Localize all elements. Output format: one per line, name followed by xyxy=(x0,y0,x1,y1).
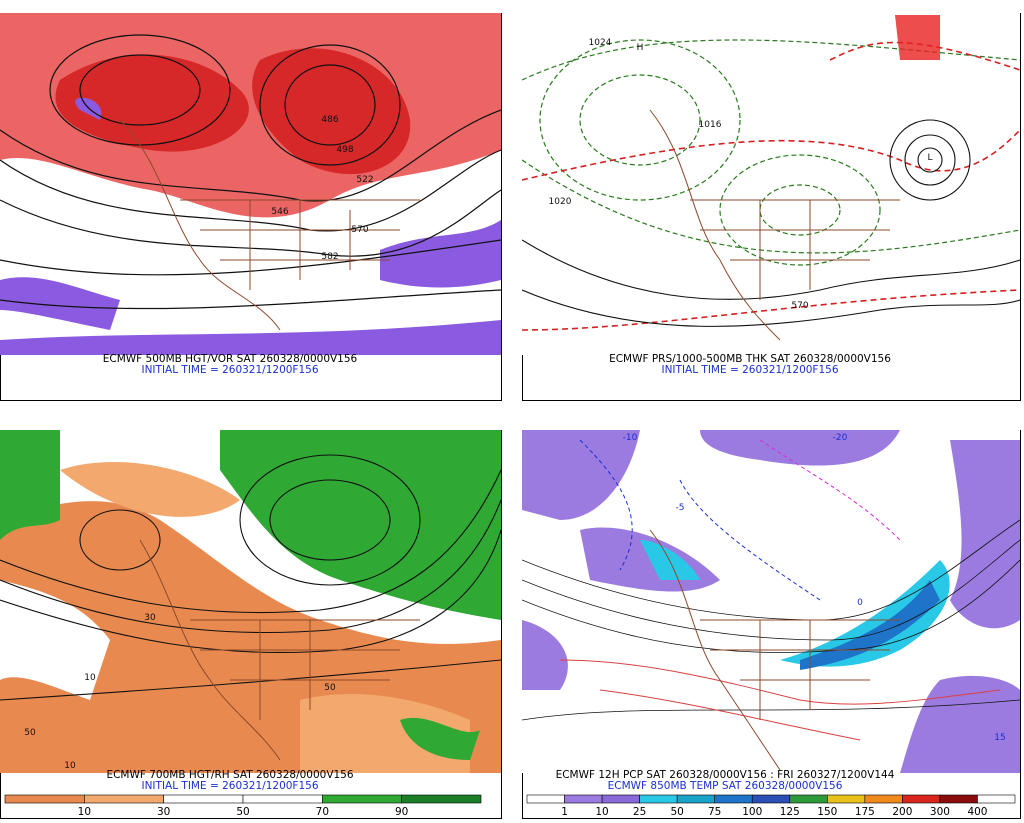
colorbar-label: 50 xyxy=(236,806,249,818)
contour-label: 15 xyxy=(994,733,1005,743)
colorbar-swatch xyxy=(4,794,85,804)
contour-label: 30 xyxy=(144,613,156,623)
contour-label: L xyxy=(927,153,932,163)
caption: ECMWF 500MB HGT/VOR SAT 260328/0000V156 xyxy=(103,353,358,365)
colorbar-swatch xyxy=(564,794,603,804)
map-precip xyxy=(522,430,1020,773)
colorbar-swatch xyxy=(789,794,828,804)
caption: INITIAL TIME = 260321/1200F156 xyxy=(141,364,318,376)
caption: ECMWF 700MB HGT/RH SAT 260328/0000V156 xyxy=(106,769,353,781)
contour-label: 0 xyxy=(857,598,863,608)
contour-label: 50 xyxy=(324,683,336,693)
contour-label: H xyxy=(637,43,644,53)
contour-label: -10 xyxy=(623,433,638,443)
contour-label: 570 xyxy=(791,301,808,311)
colorbar-swatch xyxy=(526,794,565,804)
caption: INITIAL TIME = 260321/1200F156 xyxy=(661,364,838,376)
map-700mb xyxy=(0,430,501,773)
contour-label: 522 xyxy=(356,175,373,185)
map-500mb xyxy=(0,13,501,355)
colorbar-swatch xyxy=(714,794,753,804)
contour-label: 1024 xyxy=(589,38,612,48)
colorbar-label: 50 xyxy=(670,806,683,818)
caption: ECMWF PRS/1000-500MB THK SAT 260328/0000… xyxy=(609,353,891,365)
caption: ECMWF 850MB TEMP SAT 260328/0000V156 xyxy=(608,780,843,792)
colorbar-label: 125 xyxy=(780,806,800,818)
colorbar-label: 75 xyxy=(708,806,721,818)
contour-label: 486 xyxy=(321,115,338,125)
caption: ECMWF 12H PCP SAT 260328/0000V156 : FRI … xyxy=(556,769,895,781)
colorbar-label: 10 xyxy=(595,806,608,818)
colorbar-swatch xyxy=(902,794,941,804)
map-mslp xyxy=(522,13,1020,355)
colorbar-label: 200 xyxy=(892,806,912,818)
contour-label: 10 xyxy=(84,673,96,683)
colorbar-swatch xyxy=(939,794,978,804)
colorbar-label: 90 xyxy=(395,806,408,818)
colorbar-swatch xyxy=(242,794,323,804)
contour-label: -20 xyxy=(833,433,848,443)
colorbar-swatch xyxy=(751,794,791,804)
colorbar-swatch xyxy=(676,794,715,804)
colorbar-label: 70 xyxy=(316,806,329,818)
contour-label: 1016 xyxy=(699,120,722,130)
colorbar-label: 25 xyxy=(633,806,646,818)
colorbar-swatch xyxy=(84,794,164,804)
colorbar-label: 150 xyxy=(817,806,837,818)
colorbar-swatch xyxy=(827,794,866,804)
contour-label: 50 xyxy=(24,728,36,738)
colorbar-label: 175 xyxy=(855,806,875,818)
colorbar-swatch xyxy=(322,794,402,804)
colorbar-swatch xyxy=(977,794,1016,804)
caption: INITIAL TIME = 260321/1200F156 xyxy=(141,780,318,792)
contour-label: -5 xyxy=(676,503,685,513)
colorbar-swatch xyxy=(401,794,482,804)
colorbar-swatch xyxy=(601,794,640,804)
colorbar-label: 300 xyxy=(930,806,950,818)
contour-label: 570 xyxy=(351,225,368,235)
colorbar-label: 100 xyxy=(742,806,762,818)
contour-label: 10 xyxy=(64,761,76,771)
colorbar-label: 10 xyxy=(78,806,91,818)
colorbar-swatch xyxy=(864,794,903,804)
colorbar-label: 30 xyxy=(157,806,170,818)
contour-label: 582 xyxy=(321,252,338,262)
colorbar-swatch xyxy=(639,794,678,804)
colorbar-label: 1 xyxy=(561,806,568,818)
colorbar-label: 400 xyxy=(967,806,987,818)
contour-label: 1020 xyxy=(549,197,572,207)
contour-label: 546 xyxy=(271,207,288,217)
contour-label: 498 xyxy=(336,145,353,155)
colorbar-swatch xyxy=(163,794,244,804)
